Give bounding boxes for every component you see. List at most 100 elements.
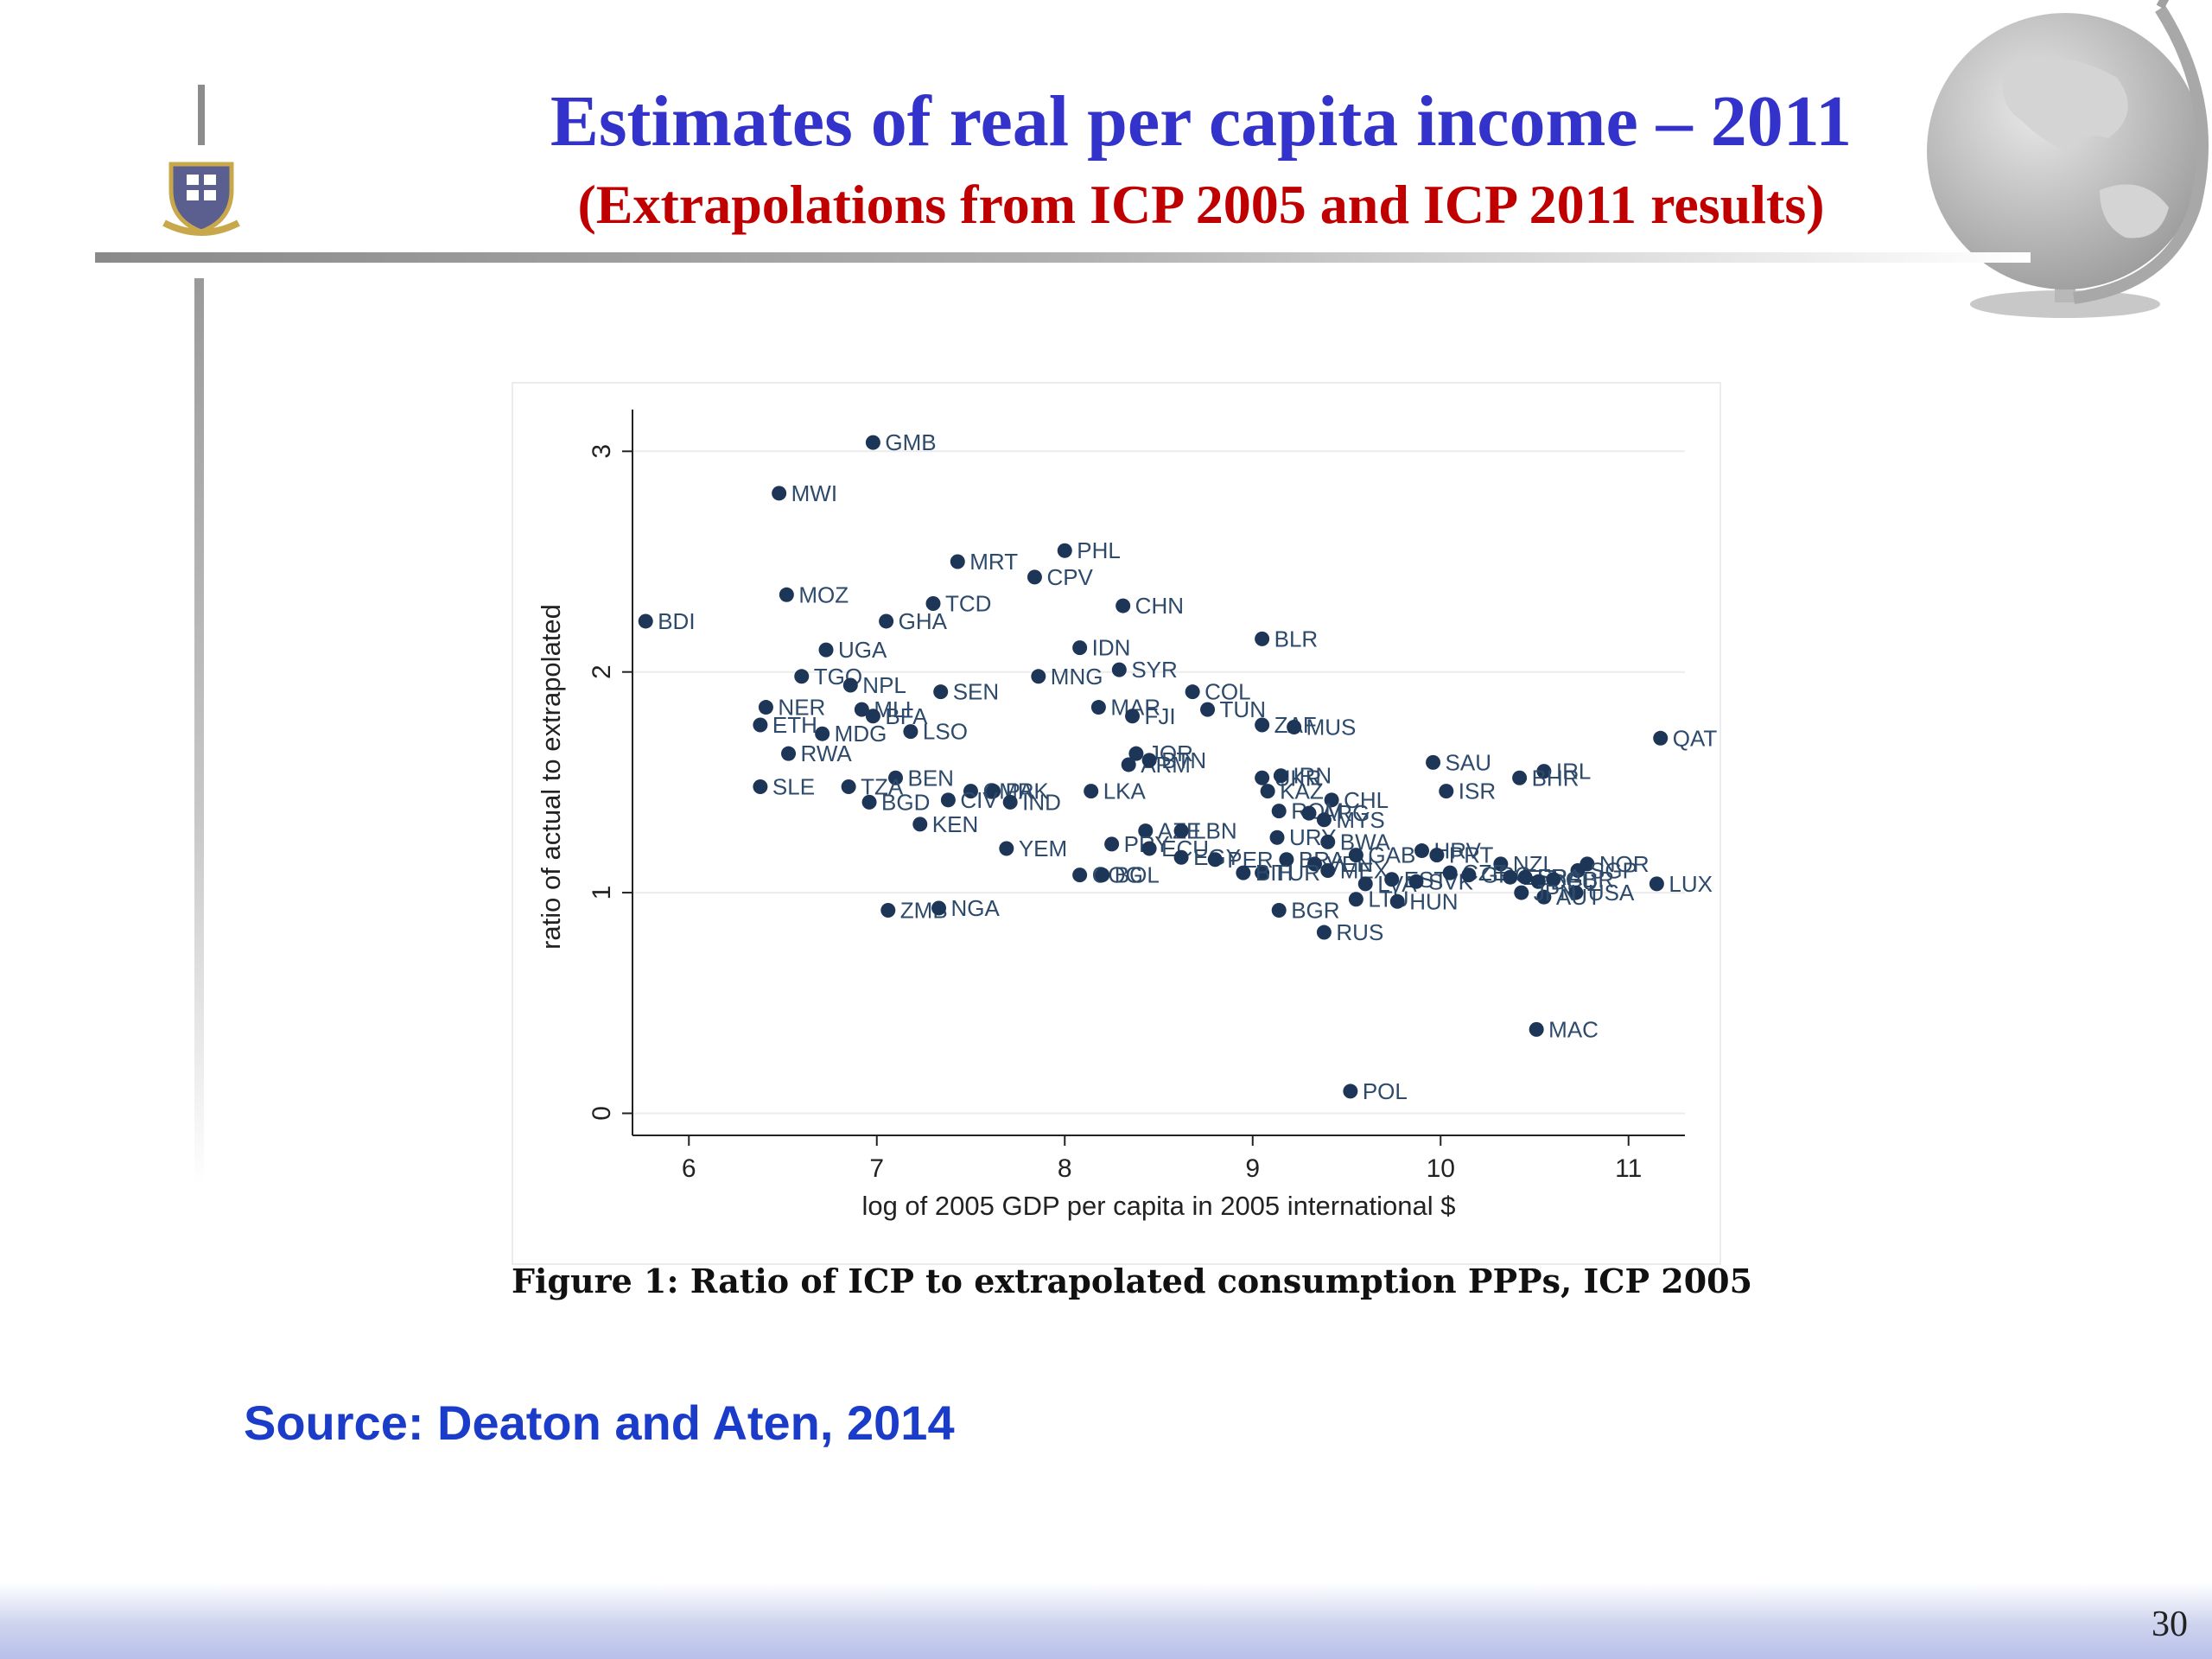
scatter-point (1255, 865, 1270, 880)
scatter-point (1357, 876, 1373, 892)
x-tick-label: 6 (682, 1154, 696, 1183)
scatter-point (1255, 770, 1270, 785)
point-label: NPL (862, 672, 906, 698)
scatter-point (1512, 770, 1528, 785)
scatter-point (1271, 903, 1287, 918)
scatter-point (1414, 843, 1429, 859)
scatter-point (1517, 869, 1533, 885)
point-label: MOZ (798, 582, 849, 607)
x-tick-label: 10 (1427, 1154, 1455, 1183)
point-label: BGR (1291, 898, 1339, 924)
scatter-point (1348, 848, 1363, 863)
x-tick-label: 11 (1615, 1154, 1642, 1183)
point-label: IND (1022, 789, 1061, 815)
scatter-point (1002, 794, 1018, 810)
scatter-point (753, 717, 768, 733)
scatter-point (1084, 784, 1099, 799)
point-label: MYS (1336, 807, 1384, 833)
scatter-point (1255, 717, 1270, 733)
scatter-point (1057, 543, 1072, 558)
point-label: IRN (1293, 763, 1332, 789)
point-label: QAT (1673, 725, 1718, 751)
scatter-point (925, 596, 941, 612)
point-label: MUS (1306, 715, 1357, 741)
scatter-point (1271, 804, 1287, 819)
scatter-point (1649, 876, 1664, 892)
point-label: ETH (772, 712, 817, 738)
scatter-point (794, 669, 810, 684)
scatter-point (1095, 868, 1110, 883)
point-label: BDI (658, 608, 695, 634)
scatter-point (1027, 569, 1042, 585)
scatter-point (888, 770, 903, 785)
x-tick-label: 9 (1245, 1154, 1260, 1183)
scatter-point (753, 779, 768, 794)
scatter-point (1343, 1084, 1358, 1099)
point-label: LUX (1669, 871, 1713, 897)
point-label: FJI (1145, 703, 1176, 729)
point-label: MLI (874, 696, 911, 722)
scatter-point (1570, 863, 1586, 879)
point-label: USA (1588, 880, 1635, 906)
scatter-point (815, 726, 830, 741)
point-label: IRL (1556, 759, 1591, 785)
scatter-point (931, 900, 947, 916)
point-label: LSO (923, 719, 968, 745)
figure-caption: Figure 1: Ratio of ICP to extrapolated c… (512, 1262, 1753, 1300)
scatter-point (772, 486, 787, 501)
scatter-point (1031, 669, 1046, 684)
scatter-point (912, 817, 928, 832)
scatter-point (1260, 784, 1275, 799)
scatter-point (1072, 868, 1088, 883)
slide-subtitle: (Extrapolations from ICP 2005 and ICP 20… (577, 174, 1825, 235)
point-label: BHR (1532, 765, 1580, 791)
y-tick-label: 1 (588, 886, 616, 900)
scatter-point (1185, 684, 1200, 700)
scatter-point (818, 642, 834, 658)
point-label: MDG (835, 721, 887, 747)
slide-title: Estimates of real per capita income – 20… (550, 81, 1853, 162)
point-label: JPN (1534, 880, 1576, 906)
point-label: BOL (1115, 862, 1160, 888)
y-tick-label: 0 (588, 1106, 616, 1121)
scatter-point (1530, 874, 1546, 889)
point-label: PRT (1449, 842, 1494, 868)
source-note: Source: Deaton and Aten, 2014 (244, 1395, 955, 1450)
scatter-point (861, 794, 877, 810)
scatter-point (758, 700, 773, 715)
scatter-point (1141, 841, 1157, 856)
scatter-point (1408, 874, 1424, 889)
scatter-point (880, 903, 896, 918)
scatter-point (1320, 863, 1336, 879)
scatter-point (1279, 852, 1294, 868)
decor-bar-left (194, 278, 204, 1185)
point-label: MRT (969, 549, 1018, 575)
point-label: TCD (945, 591, 991, 617)
scatter-point (865, 709, 880, 724)
page-number: 30 (2152, 1605, 2188, 1644)
scatter-point (1301, 805, 1317, 821)
scatter-point (1568, 885, 1584, 900)
scatter-point (1128, 746, 1144, 761)
point-label: CHL (1344, 787, 1389, 813)
scatter-point (1442, 865, 1458, 880)
point-label: GMB (885, 429, 936, 455)
scatter-point (1273, 768, 1288, 784)
point-label: LKA (1103, 779, 1147, 804)
scatter-point (842, 677, 858, 693)
scatter-point (1348, 892, 1363, 907)
scatter-point (1116, 598, 1131, 613)
point-label: CHN (1135, 593, 1184, 619)
point-label: SYR (1131, 657, 1177, 683)
point-label: MWI (791, 480, 837, 506)
scatter-point (1529, 1021, 1544, 1037)
scatter-point (1536, 764, 1552, 779)
point-label: SGP (1590, 858, 1637, 884)
scatter-point (1493, 856, 1509, 872)
scatter-point (1461, 868, 1477, 883)
x-axis-title: log of 2005 GDP per capita in 2005 inter… (861, 1191, 1455, 1221)
point-label: BEN (908, 765, 954, 791)
footer-band (0, 1583, 2212, 1659)
scatter-point (1316, 812, 1332, 828)
scatter-point (1503, 869, 1518, 885)
